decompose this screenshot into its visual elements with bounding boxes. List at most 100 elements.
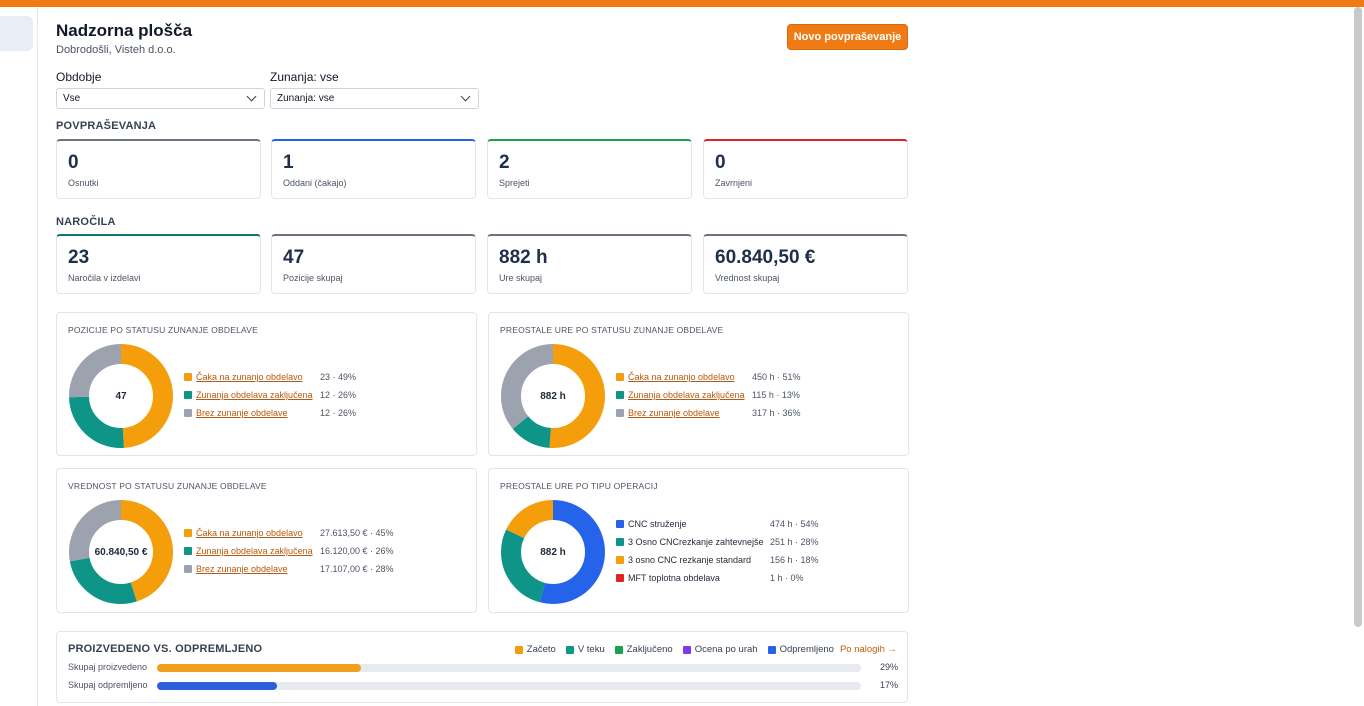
legend-item-name: MFT toplotna obdelava [628,573,720,583]
legend-swatch [616,391,624,399]
inquiry-card[interactable]: 2 Sprejeti [487,139,692,199]
legend-item-name[interactable]: Čaka na zunanjo obdelavo [196,372,303,382]
donut-chart-card: PREOSTALE URE PO STATUSU ZUNANJE OBDELAV… [488,312,909,456]
legend-swatch [616,409,624,417]
page-title: Nadzorna plošča [56,21,193,40]
new-request-button[interactable]: Novo povpraševanje [787,24,908,50]
legend-item-name[interactable]: Čaka na zunanjo obdelavo [628,372,735,382]
period-select[interactable]: Vse [56,88,265,109]
legend-swatch [184,547,192,555]
production-legend: Začeto V teku Zaključeno Ocena po urah Odpre… [505,644,897,655]
donut-slice[interactable] [501,500,605,604]
period-filter-label: Obdobje [56,70,102,84]
legend-item: 3 Osno CNCrezkanje zahtevnejše 251 h · 28… [616,533,819,551]
chart-title: PREOSTALE URE PO STATUSU ZUNANJE OBDELAV… [500,325,724,335]
legend-item[interactable]: Zunanja obdelava zaključena 12 · 26% [184,386,356,404]
external-filter-label: Zunanja: vse [270,70,339,84]
production-legend-label: Začeto [526,644,556,655]
order-card-value: 60.840,50 € [715,247,816,268]
progress-track [157,682,861,690]
order-card[interactable]: 60.840,50 € Vrednost skupaj [703,234,908,294]
legend-item-name[interactable]: Brez zunanje obdelave [196,408,288,418]
legend-item-value: 115 h · 13% [752,390,800,400]
inquiry-card-value: 1 [283,152,294,173]
production-legend-item: Ocena po urah [682,644,758,655]
production-legend-label: Odpremljeno [779,644,834,655]
sidebar-item-dashboard[interactable] [0,16,33,51]
donut-slice[interactable] [69,344,173,448]
legend-item: MFT toplotna obdelava 1 h · 0% [616,569,804,587]
chart-title: PREOSTALE URE PO TIPU OPERACIJ [500,481,658,491]
legend-swatch [616,556,624,564]
inquiry-card-value: 2 [499,152,510,173]
legend-swatch [616,520,624,528]
legend-item-name[interactable]: Zunanja obdelava zaključena [196,390,313,400]
donut-slice[interactable] [69,344,173,448]
legend-item-name[interactable]: Zunanja obdelava zaključena [196,546,313,556]
top-accent-bar [0,0,1364,7]
legend-swatch [184,529,192,537]
donut-slice[interactable] [501,344,605,448]
inquiry-card[interactable]: 0 Osnutki [56,139,261,199]
legend-item-name[interactable]: Brez zunanje obdelave [196,564,288,574]
legend-item[interactable]: Čaka na zunanjo obdelavo 450 h · 51% [616,368,801,386]
inquiry-card[interactable]: 1 Oddani (čakajo) [271,139,476,199]
chevron-down-icon [246,91,257,102]
donut-center-label: 47 [115,390,127,402]
legend-item[interactable]: Zunanja obdelava zaključena 16.120,00 € ·… [184,542,394,560]
page-subtitle: Dobrodošli, Visteh d.o.o. [56,44,176,56]
chart-title: POZICIJE PO STATUSU ZUNANJE OBDELAVE [68,325,258,335]
legend-item-value: 317 h · 36% [752,408,801,418]
order-card[interactable]: 47 Pozicije skupaj [271,234,476,294]
legend-swatch [565,645,574,654]
donut-chart-card: POZICIJE PO STATUSU ZUNANJE OBDELAVE 47 Ča… [56,312,477,456]
legend-item-value: 27.613,50 € · 45% [320,528,394,538]
orders-link[interactable]: Po nalogih → [839,644,897,655]
progress-fill [157,664,362,672]
donut-slice[interactable] [501,500,605,604]
legend-item-value: 23 · 49% [320,372,357,382]
donut-slice[interactable] [69,500,173,604]
legend-item[interactable]: Zunanja obdelava zaključena 115 h · 13% [616,386,800,404]
order-card[interactable]: 882 h Ure skupaj [487,234,692,294]
scrollbar[interactable] [1354,7,1362,627]
inquiry-card[interactable]: 0 Zavrnjeni [703,139,908,199]
legend-item[interactable]: Čaka na zunanjo obdelavo 27.613,50 € · 45… [184,524,394,542]
inquiry-card-label: Oddani (čakajo) [283,178,347,188]
legend-swatch [184,391,192,399]
inquiry-card-label: Zavrnjeni [715,178,753,188]
legend-item[interactable]: Brez zunanje obdelave 17.107,00 € · 28% [184,560,394,578]
order-card[interactable]: 23 Naročila v izdelavi [56,234,261,294]
legend-item-value: 450 h · 51% [752,372,801,382]
legend-item-value: 474 h · 54% [770,519,819,529]
legend-item-name: 3 osno CNC rezkanje standard [628,555,752,565]
production-legend-item: V teku [565,644,605,655]
production-legend-item: Začeto [514,644,556,655]
legend-item[interactable]: Brez zunanje obdelave 12 · 26% [184,404,356,422]
period-select-value: Vse [63,93,81,104]
legend-item[interactable]: Brez zunanje obdelave 317 h · 36% [616,404,801,422]
order-card-value: 47 [283,247,305,268]
legend-swatch [767,645,776,654]
production-legend-label: V teku [577,644,605,655]
legend-item-value: 12 · 26% [320,408,357,418]
legend-item-value: 1 h · 0% [770,573,804,583]
production-legend-item: Zaključeno [614,644,673,655]
legend-item-name[interactable]: Čaka na zunanjo obdelavo [196,528,303,538]
donut-slice[interactable] [69,500,173,604]
donut-chart-card: PREOSTALE URE PO TIPU OPERACIJ 882 h CNC s… [488,468,909,613]
donut-center-label: 882 h [540,546,566,558]
production-row: Skupaj odpremljeno 17% [68,680,898,692]
order-card-label: Pozicije skupaj [283,273,343,283]
donut-chart: 60.840,50 € [68,499,174,605]
legend-item-name[interactable]: Brez zunanje obdelave [628,408,720,418]
production-row-label: Skupaj proizvedeno [68,662,148,672]
legend-swatch [184,409,192,417]
legend-item[interactable]: Čaka na zunanjo obdelavo 23 · 49% [184,368,356,386]
inquiry-card-label: Sprejeti [499,178,530,188]
legend-swatch [184,373,192,381]
external-select[interactable]: Zunanja: vse [270,88,479,109]
legend-item-name[interactable]: Zunanja obdelava zaključena [628,390,745,400]
chart-title: VREDNOST PO STATUSU ZUNANJE OBDELAVE [68,481,267,491]
order-card-label: Vrednost skupaj [715,273,780,283]
